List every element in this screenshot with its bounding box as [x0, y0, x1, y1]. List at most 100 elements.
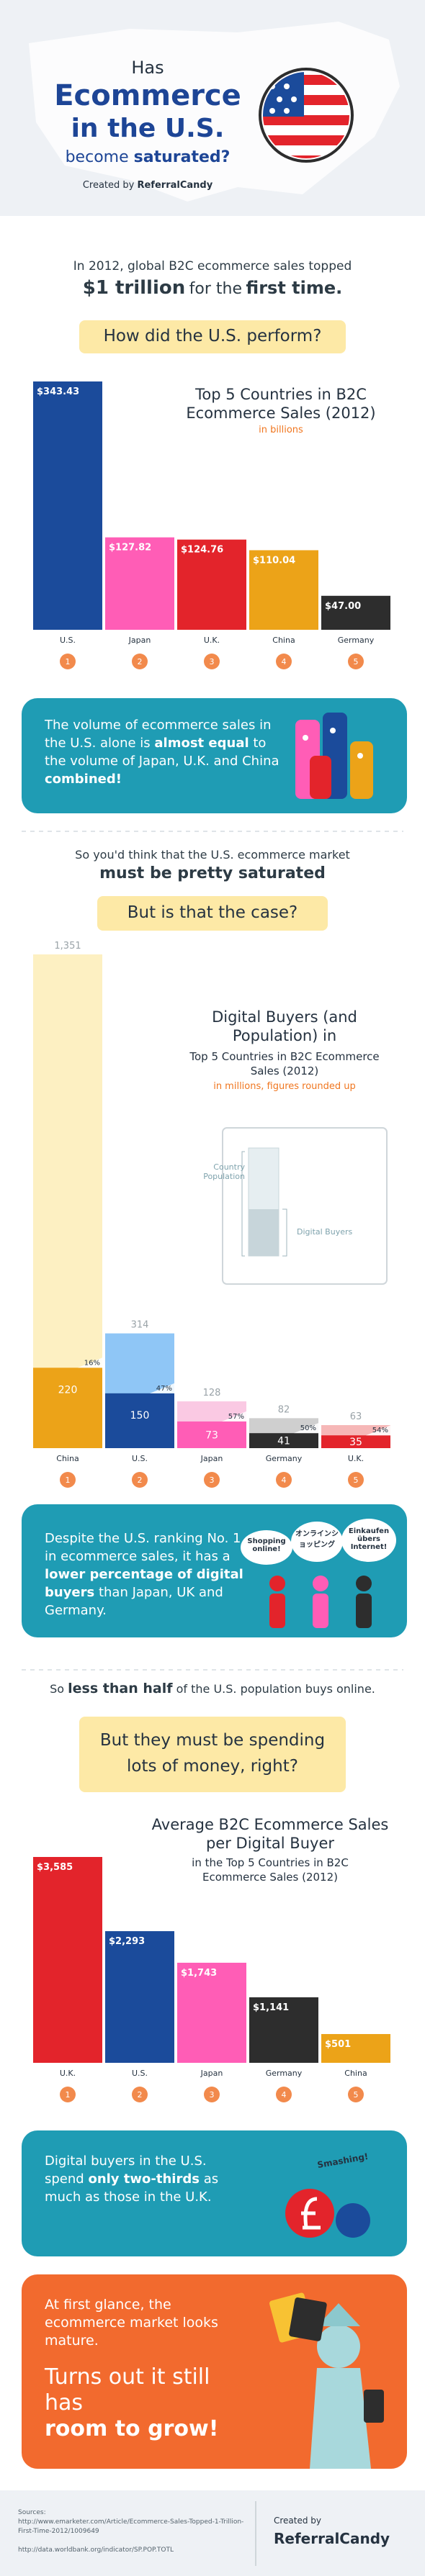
banner-bg	[97, 896, 328, 931]
brand: ReferralCandy	[274, 2530, 390, 2547]
rank-label: 5	[354, 657, 359, 666]
text-part: to the volume of Japan, U.K. and China	[45, 736, 279, 769]
x-tick-label: China	[272, 636, 295, 645]
text-part: Despite the U.S. ranking No. 1 in ecomme…	[45, 1531, 241, 1564]
speech-bubble: オンラインショッピング	[295, 1530, 339, 1549]
population-label: 314	[131, 1320, 149, 1331]
rank-label: 4	[282, 2090, 287, 2100]
share-flag	[150, 1383, 174, 1393]
text-part: than Japan, UK and Germany.	[45, 1585, 223, 1618]
banner-text: But they must be spending lots of money,…	[99, 1731, 326, 1776]
rank-label: 4	[282, 1475, 287, 1485]
rank-label: 2	[138, 1475, 143, 1485]
text-part: combined!	[45, 772, 122, 787]
legend-label: Country Population	[203, 1162, 245, 1181]
value-label: $1,743	[181, 1968, 217, 1979]
text-part: as much as those in the U.K.	[45, 2171, 219, 2205]
population-label: 1,351	[54, 941, 81, 952]
rank-badge	[60, 654, 76, 669]
banner-text: How did the U.S. perform?	[103, 327, 322, 345]
x-tick-label: U.S.	[60, 636, 76, 645]
buyers-bar	[105, 1393, 174, 1448]
population-label: 63	[350, 1411, 362, 1422]
title-line: become saturated?	[22, 148, 274, 166]
chart-note: in millions, figures rounded up	[213, 1081, 356, 1092]
population-label: 82	[278, 1404, 290, 1415]
buyers-label: 220	[58, 1384, 78, 1396]
value-label: $2,293	[109, 1936, 145, 1947]
rank-label: 2	[138, 657, 143, 666]
rank-label: 3	[210, 2090, 215, 2100]
banner-bg	[79, 1717, 346, 1792]
flag-icon	[259, 68, 354, 163]
legend-label: Digital Buyers	[297, 1227, 353, 1237]
rank-badge	[204, 2087, 220, 2102]
title-line: Has	[131, 58, 164, 78]
bar	[33, 1857, 102, 2063]
text-part: Digital buyers in the U.S. spend	[45, 2154, 207, 2187]
shoppers	[241, 1519, 396, 1628]
rank-badge	[204, 1472, 220, 1488]
chart-title: Top 5 Countries in B2C Ecommerce Sales (…	[186, 386, 376, 422]
buyers-bar	[321, 1435, 390, 1448]
rank-label: 1	[66, 2090, 71, 2100]
share-flag	[294, 1423, 318, 1434]
sources-label: Sources:	[18, 2509, 46, 2516]
bar	[321, 2034, 390, 2063]
bar	[249, 550, 318, 630]
credit-label: Created by	[82, 180, 135, 191]
rank-label: 1	[66, 1475, 71, 1485]
rank-label: 3	[210, 1475, 215, 1485]
value-label: $3,585	[37, 1862, 73, 1873]
closing-punch: Turns out it still has room to grow!	[45, 2364, 246, 2442]
text-part: room to grow!	[45, 2416, 219, 2441]
buyers-bar	[177, 1421, 246, 1448]
text-part: almost equal	[154, 736, 249, 751]
closing-lead: At first glance, the ecommerce market lo…	[45, 2297, 218, 2349]
currency-icons	[285, 2189, 370, 2238]
chart-subtitle: Top 5 Countries in B2C Ecommerce Sales (…	[189, 1050, 380, 1077]
speech-bubble: Shopping online!	[247, 1537, 286, 1553]
footer-bg	[0, 2490, 425, 2576]
intro-text: In 2012, global B2C ecommerce sales topp…	[43, 256, 382, 301]
transition-text: So less than half of the U.S. population…	[22, 1681, 403, 1696]
title-word: become	[65, 148, 129, 166]
x-tick-label: Japan	[200, 2069, 223, 2078]
title-line: Ecommerce	[54, 79, 241, 112]
text-part: Turns out it still has	[45, 2364, 210, 2415]
rank-label: 4	[282, 657, 287, 666]
credit-label: Created by	[274, 2516, 322, 2526]
note-text: The volume of ecommerce sales in the U.S…	[45, 716, 282, 788]
text-part: $1 trillion	[82, 277, 186, 299]
share-label: 57%	[228, 1413, 244, 1421]
banner-text: But is that the case?	[127, 903, 298, 922]
rank-label: 1	[66, 657, 71, 666]
value-label: $343.43	[37, 387, 79, 397]
bar	[321, 595, 390, 630]
rank-label: 2	[138, 2090, 143, 2100]
share-label: 16%	[84, 1359, 100, 1367]
liberty-figure	[269, 2292, 384, 2469]
bar	[177, 1962, 246, 2063]
rank-badge	[132, 654, 148, 669]
rank-label: 5	[354, 2090, 359, 2100]
legend-swatch	[249, 1209, 279, 1256]
value-label: $47.00	[325, 601, 361, 612]
text-part: only two-thirds	[88, 2171, 200, 2187]
x-tick-label: Germany	[266, 2069, 303, 2078]
banner-bg	[79, 320, 346, 353]
rank-label: 3	[210, 657, 215, 666]
brand: ReferralCandy	[137, 180, 213, 191]
chart-title: Average B2C Ecommerce Sales per Digital …	[151, 1816, 389, 1852]
chart-title: Digital Buyers (and Population) in	[212, 1008, 357, 1044]
speech-bubble: Einkaufen übers Internet!	[348, 1527, 390, 1551]
x-tick-label: Japan	[128, 636, 151, 645]
text-part: of the U.S. population buys online.	[176, 1682, 375, 1696]
text-part: must be pretty saturated	[99, 864, 326, 882]
chart-subtitle: in the Top 5 Countries in B2C Ecommerce …	[192, 1856, 349, 1884]
x-tick-label: Germany	[266, 1454, 303, 1463]
note-text: Digital buyers in the U.S. spend only tw…	[45, 2152, 246, 2206]
rank-badge	[348, 2087, 364, 2102]
share-flag	[222, 1411, 246, 1422]
